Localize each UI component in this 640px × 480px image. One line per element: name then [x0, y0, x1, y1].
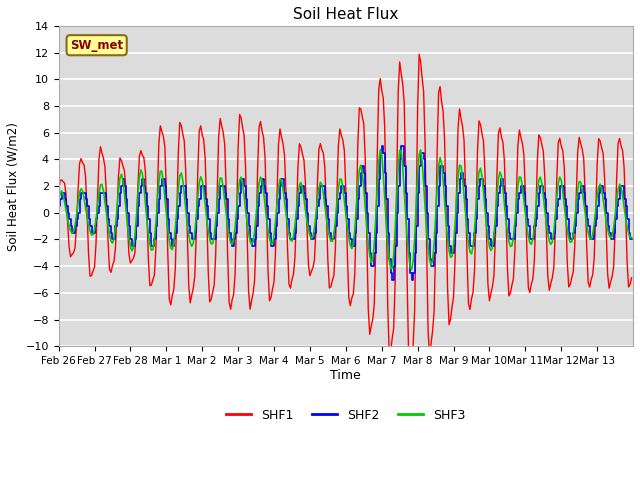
SHF3: [626, 235, 634, 240]
SHF3: [55, 198, 63, 204]
SHF3: [74, 200, 82, 206]
SHF1: [628, 275, 636, 281]
SHF2: [388, 276, 396, 282]
SHF2: [349, 243, 357, 249]
SHF1: [552, 230, 559, 236]
Title: Soil Heat Flux: Soil Heat Flux: [293, 7, 399, 22]
Line: SHF1: SHF1: [59, 55, 632, 369]
Y-axis label: Soil Heat Flux (W/m2): Soil Heat Flux (W/m2): [7, 121, 20, 251]
SHF1: [406, 366, 414, 372]
SHF2: [74, 210, 82, 216]
SHF3: [628, 235, 636, 240]
SHF3: [376, 147, 384, 153]
Legend: SHF1, SHF2, SHF3: SHF1, SHF2, SHF3: [221, 404, 470, 427]
SHF1: [92, 241, 100, 247]
SHF1: [626, 282, 634, 288]
SHF2: [628, 237, 636, 242]
SHF2: [626, 237, 634, 242]
SHF2: [55, 203, 63, 209]
SHF2: [378, 143, 385, 149]
SHF1: [55, 190, 63, 195]
SHF3: [349, 241, 357, 247]
X-axis label: Time: Time: [330, 369, 361, 382]
SHF3: [552, 213, 559, 219]
SHF3: [466, 249, 474, 255]
SHF3: [92, 216, 100, 222]
SHF2: [552, 216, 559, 222]
SHF1: [466, 307, 474, 312]
Line: SHF3: SHF3: [59, 150, 632, 270]
SHF3: [408, 267, 415, 273]
SHF2: [92, 216, 100, 222]
Line: SHF2: SHF2: [59, 146, 632, 279]
SHF2: [466, 243, 474, 249]
SHF1: [74, 187, 82, 193]
SHF1: [349, 291, 357, 297]
SHF1: [415, 52, 423, 58]
Text: SW_met: SW_met: [70, 39, 124, 52]
